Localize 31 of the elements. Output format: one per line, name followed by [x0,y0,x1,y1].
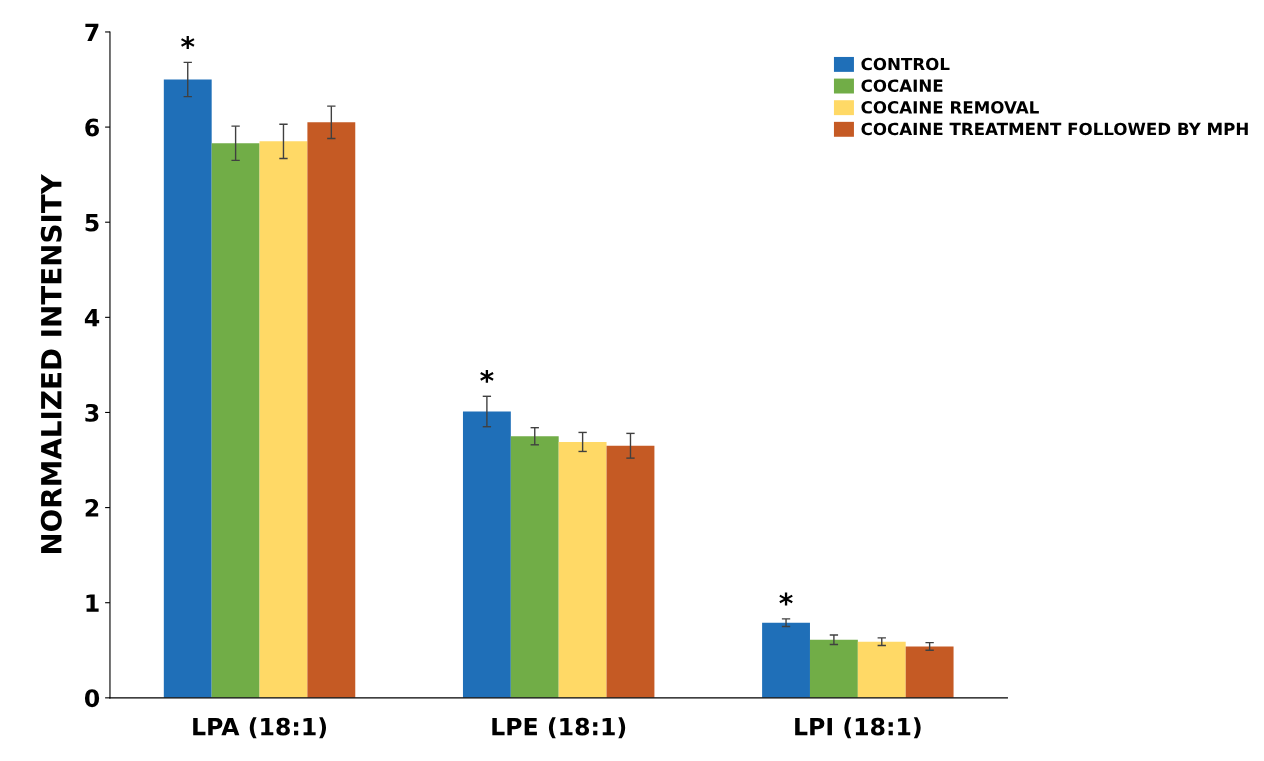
y-axis-title: NORMALIZED INTENSITY [40,173,62,554]
bar [905,646,954,698]
bar [163,79,212,698]
bar [606,445,655,698]
legend-label: COCAINE TREATMENT FOLLOWED BY MPH [861,122,1248,136]
y-tick-label: 6 [85,118,99,137]
x-tick-label: LPE (18:1) [492,717,626,739]
legend-label: COCAINE REMOVAL [861,101,1039,114]
y-tick-label: 4 [84,309,100,327]
legend-label: CONTROL [861,57,950,71]
annotation: * [480,369,494,383]
bar [510,436,559,698]
annotation: * [181,36,195,49]
bar [307,122,356,698]
y-tick-label: 1 [86,594,99,612]
x-tick-label: LPI (18:1) [795,717,921,739]
bar [259,141,308,698]
bar [558,441,607,698]
bar [211,143,260,698]
bar [809,639,858,698]
y-tick-label: 2 [85,499,99,517]
y-tick-label: 3 [85,403,99,422]
y-tick-label: 5 [85,213,99,232]
legend-label: COCAINE [861,79,943,92]
y-tick-label: 7 [85,23,99,41]
x-tick-label: LPA (18:1) [193,717,327,739]
annotation: * [779,592,793,606]
bar [857,641,906,698]
bar [462,411,511,698]
bar [762,622,810,698]
y-tick-label: 0 [84,689,100,708]
